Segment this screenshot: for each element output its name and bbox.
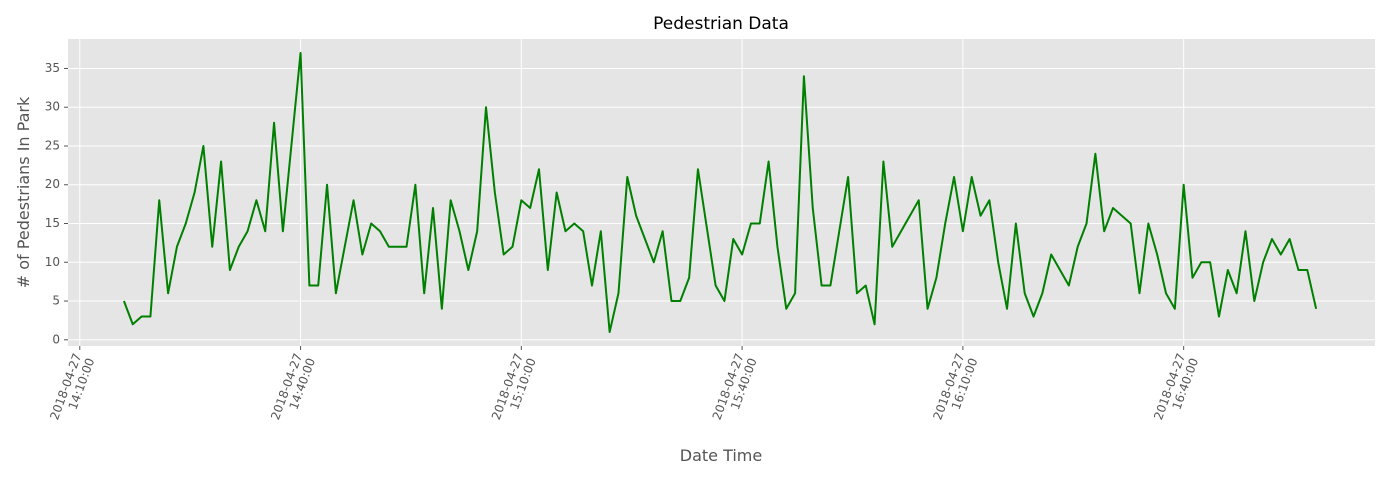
y-tick-label: 15 (45, 216, 60, 230)
y-tick-label: 30 (45, 100, 60, 114)
x-tick-label: 2018-04-2716:10:00 (930, 351, 980, 426)
x-tick-label: 2018-04-2715:40:00 (710, 351, 760, 426)
y-tick-label: 20 (45, 177, 60, 191)
x-tick-label: 2018-04-2716:40:00 (1151, 351, 1201, 426)
data-line (122, 51, 1318, 334)
x-tick-label: 2018-04-2714:10:00 (47, 351, 97, 426)
chart-title: Pedestrian Data (653, 14, 789, 34)
plot-area (68, 39, 1375, 346)
x-tick-label: 2018-04-2714:40:00 (268, 351, 318, 426)
y-tick-label: 25 (45, 138, 60, 152)
x-tick-label: 2018-04-2715:10:00 (489, 351, 539, 426)
x-axis-label: Date Time (680, 446, 762, 465)
y-tick-label: 35 (45, 61, 60, 75)
y-tick-label: 10 (45, 255, 60, 269)
y-tick-label: 0 (52, 332, 60, 346)
y-axis-label: # of Pedestrians In Park (14, 96, 33, 288)
y-tick-label: 5 (52, 294, 60, 308)
